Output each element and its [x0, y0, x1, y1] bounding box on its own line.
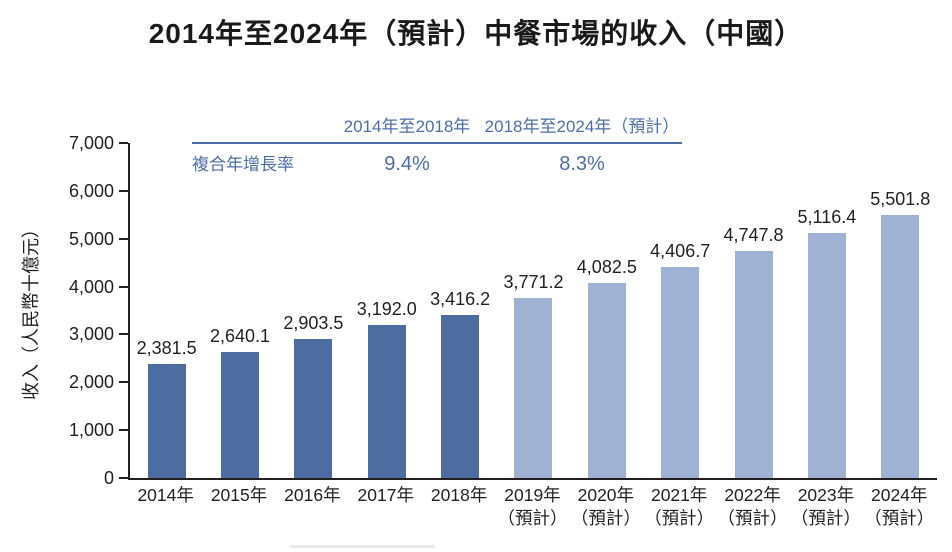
cagr-header-row: 2014年至2018年 2018年至2024年（預計）	[192, 112, 682, 144]
bar-group: 2,640.1	[203, 143, 276, 478]
y-tick-label: 2,000	[68, 372, 114, 393]
chart-title: 2014年至2024年（預計）中餐市場的收入（中國）	[148, 18, 804, 49]
bar-group: 5,501.8	[864, 143, 937, 478]
y-tick-mark	[119, 285, 128, 288]
bar-forecast	[514, 297, 553, 478]
cagr-period-2-label: 2018年至2024年（預計）	[484, 117, 680, 136]
bar-value-label: 5,116.4	[797, 207, 857, 228]
y-tick-mark	[119, 381, 128, 384]
bar-group: 4,082.5	[570, 143, 643, 478]
x-tick-label: 2024年 （預計）	[864, 485, 935, 528]
bar-value-label: 4,747.8	[723, 224, 784, 245]
bar-value-label: 2,903.5	[283, 313, 344, 334]
plot-area: 2,381.5 2,640.1 2,903.5 3,192.0 3,416.2 3,771…	[128, 143, 937, 480]
bar-actual	[367, 325, 406, 478]
x-tick-label: 2017年	[357, 485, 414, 505]
y-tick-mark	[119, 429, 128, 432]
y-tick-label: 0	[103, 468, 114, 488]
bar-actual	[221, 351, 260, 478]
cagr-period-2-value: 8.3%	[559, 153, 605, 175]
bar-actual	[147, 364, 186, 478]
bar-forecast	[734, 250, 773, 478]
bar-group: 2,903.5	[277, 143, 350, 478]
cagr-header-spacer	[192, 112, 332, 137]
y-tick-label: 6,000	[68, 180, 114, 201]
bar-group: 4,406.7	[644, 143, 717, 478]
bar-group: 3,416.2	[423, 143, 496, 478]
x-tick-label: 2016年	[284, 485, 341, 505]
y-tick-mark	[119, 189, 128, 192]
y-tick-label: 1,000	[68, 420, 114, 441]
bar-actual	[441, 314, 480, 478]
bar-value-label: 3,416.2	[430, 288, 491, 309]
bar-group: 4,747.8	[717, 143, 790, 478]
x-tick-label: 2018年	[430, 485, 488, 505]
cagr-value-row: 複合年增長率 9.4% 8.3%	[192, 144, 682, 176]
x-tick-label: 2021年 （預計）	[644, 485, 715, 528]
y-tick-mark	[119, 477, 128, 479]
bar-value-label: 5,501.8	[870, 188, 931, 209]
bar-forecast	[807, 233, 846, 478]
bar-actual	[294, 339, 333, 478]
y-tick-mark	[119, 237, 128, 240]
x-tick-label: 2020年 （預計）	[570, 485, 641, 528]
bar-group: 3,192.0	[350, 143, 423, 478]
x-tick-label: 2014年	[137, 485, 194, 505]
y-tick-label: 3,000	[68, 324, 114, 345]
bar-value-label: 2,381.5	[136, 338, 197, 359]
bar-group: 2,381.5	[130, 143, 203, 478]
bar-group: 5,116.4	[790, 143, 863, 478]
bar-forecast	[881, 214, 920, 478]
y-tick-label: 5,000	[68, 228, 114, 249]
bar-value-label: 2,640.1	[210, 325, 271, 346]
x-tick-label: 2023年 （預計）	[790, 485, 861, 528]
bar-value-label: 3,192.0	[356, 299, 417, 320]
cagr-table: 2014年至2018年 2018年至2024年（預計） 複合年增長率 9.4% …	[192, 112, 682, 176]
bars: 2,381.5 2,640.1 2,903.5 3,192.0 3,416.2 3,771…	[130, 143, 937, 478]
x-axis-labels: 2014年 2015年 2016年 2017年 2018年 2019年 （預計） 2020年（…	[129, 484, 936, 530]
cagr-row-label: 複合年增長率	[192, 155, 294, 174]
bar-value-label: 3,771.2	[503, 271, 564, 292]
y-tick-mark	[119, 333, 128, 336]
bar-forecast	[587, 282, 626, 478]
bar-value-label: 4,406.7	[650, 241, 711, 262]
y-tick-mark	[119, 142, 128, 144]
cagr-period-1-label: 2014年至2018年	[343, 117, 471, 136]
cropped-bottom-rule	[290, 545, 435, 548]
bar-value-label: 4,082.5	[576, 256, 637, 277]
x-tick-label: 2019年 （預計）	[497, 485, 568, 528]
y-tick-label: 7,000	[68, 133, 114, 153]
bar-forecast	[661, 267, 700, 478]
x-tick-label: 2015年	[210, 485, 268, 505]
bar-group: 3,771.2	[497, 143, 570, 478]
cagr-period-1-value: 9.4%	[384, 153, 430, 175]
y-tick-label: 4,000	[68, 276, 114, 297]
x-tick-label: 2022年 （預計）	[717, 485, 788, 528]
